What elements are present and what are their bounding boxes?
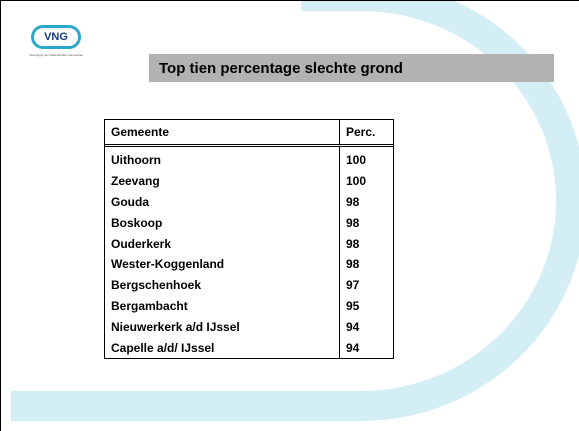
- table-cell: 97: [346, 278, 360, 293]
- table-row: Wester-Koggenland 98: [105, 253, 393, 275]
- table-cell: 98: [346, 194, 360, 209]
- table-cell: Ouderkerk: [105, 233, 340, 254]
- table-cell: Boskoop: [105, 212, 340, 234]
- table-cell: Gouda: [105, 191, 340, 213]
- table-row: Boskoop 98: [105, 212, 393, 234]
- table-row: Bergambacht 95: [105, 295, 393, 317]
- header-row: Gemeente Perc.: [105, 120, 393, 147]
- table-cell: 94: [346, 340, 360, 355]
- header-cell: Perc.: [340, 120, 393, 147]
- header-cell: Gemeente: [105, 120, 340, 147]
- table-cell: Bergambacht: [105, 295, 340, 317]
- table-cell: 98: [346, 215, 360, 230]
- logo-subtitle: Vereniging van Nederlandse Gemeenten: [29, 53, 84, 57]
- table-row: Capelle a/d/ IJssel 94: [105, 337, 393, 358]
- table-cell: 100: [346, 174, 367, 189]
- table-cell: 98: [346, 257, 360, 272]
- table-row: Uithoorn 100: [105, 147, 393, 171]
- table-cell: 95: [346, 298, 360, 313]
- logo: VNG: [31, 25, 81, 49]
- table-row: Ouderkerk 98: [105, 233, 393, 254]
- table-row: Bergschenhoek 97: [105, 274, 393, 296]
- table-cell: Uithoorn: [105, 147, 340, 171]
- table-row: Gouda 98: [105, 191, 393, 213]
- title: Top tien percentage slechte grond: [159, 60, 403, 77]
- table-row: Zeevang 100: [105, 170, 393, 192]
- table-cell: Wester-Koggenland: [105, 253, 340, 275]
- table-cell: 100: [346, 153, 367, 168]
- d-shape: [11, 1, 579, 421]
- table-cell: Bergschenhoek: [105, 274, 340, 296]
- table-row: Nieuwerkerk a/d IJssel 94: [105, 316, 393, 338]
- table-cell: 98: [346, 236, 360, 251]
- table-cell: 94: [346, 319, 360, 334]
- table-cell: Zeevang: [105, 170, 340, 192]
- table: Gemeente Perc. Uithoorn 100 Zeevang 100 Goud…: [104, 119, 394, 359]
- title-bar: Top tien percentage slechte grond: [149, 54, 554, 82]
- table-cell: Capelle a/d/ IJssel: [105, 337, 340, 358]
- table-cell: Nieuwerkerk a/d IJssel: [105, 316, 340, 338]
